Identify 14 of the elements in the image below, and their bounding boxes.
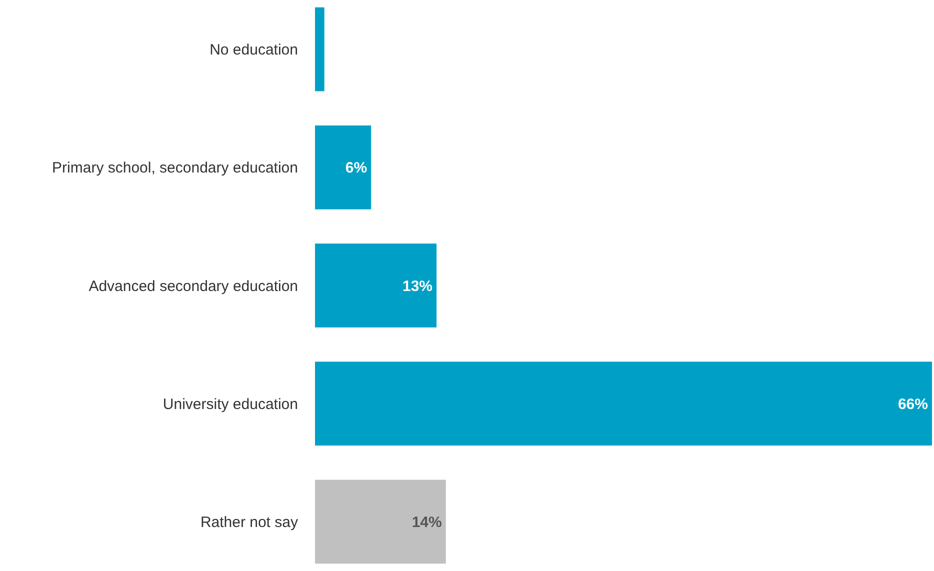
y-tick-label: No education xyxy=(210,42,298,59)
bar xyxy=(315,125,372,210)
bar xyxy=(315,362,932,446)
data-label: 14% xyxy=(412,514,442,531)
data-label: 13% xyxy=(402,278,433,295)
data-label: 66% xyxy=(898,396,928,413)
y-tick-label: Primary school, secondary education xyxy=(52,160,298,177)
y-tick-label: Rather not say xyxy=(200,514,298,531)
bar xyxy=(315,480,446,564)
bar xyxy=(315,7,324,92)
bar xyxy=(315,244,437,328)
y-tick-label: University education xyxy=(162,396,298,413)
data-label: 6% xyxy=(345,160,368,177)
y-tick-label: Advanced secondary education xyxy=(88,278,298,295)
